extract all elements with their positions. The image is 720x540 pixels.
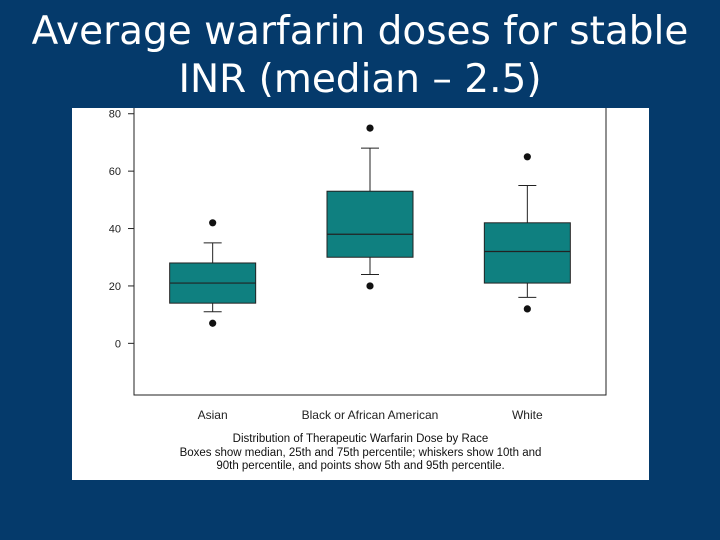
- x-category-label-2: Black or African American: [302, 408, 439, 422]
- plot-frame: [133, 108, 607, 396]
- slide-title: Average warfarin doses for stable INR (m…: [0, 8, 720, 104]
- x-category-label-1: Asian: [198, 408, 228, 422]
- y-tick-label-40: 40: [109, 224, 121, 236]
- y-tick-label-20: 20: [109, 281, 121, 293]
- box-1-p5-point: [209, 319, 217, 327]
- y-tick-label-0: 0: [115, 338, 121, 350]
- box-3-iqr-box: [483, 222, 571, 284]
- caption-line-2: Boxes show median, 25th and 75th percent…: [179, 446, 542, 459]
- box-2-iqr-box: [326, 190, 414, 258]
- chart-panel: 0 20 40 60 80 Asian Black or African American W…: [72, 108, 649, 480]
- chart-caption: Distribution of Therapeutic Warfarin Dos…: [72, 433, 649, 474]
- box-plot-chart: 0 20 40 60 80 Asian Black or African American W…: [109, 108, 607, 422]
- box-1-p95-point: [209, 219, 217, 227]
- box-3-p95-point: [523, 153, 531, 161]
- caption-line-3: 90th percentile, and points show 5th and…: [216, 460, 505, 472]
- y-tick-label-80: 80: [109, 109, 121, 121]
- box-3-p5-point: [523, 305, 531, 313]
- y-tick-label-60: 60: [109, 166, 121, 178]
- box-2-p5-point: [366, 282, 374, 290]
- x-category-label-3: White: [512, 408, 543, 422]
- box-2-p95-point: [366, 124, 374, 132]
- slide-title-line-2: INR (median – 2.5): [178, 57, 542, 102]
- slide-title-line-1: Average warfarin doses for stable: [31, 9, 689, 54]
- caption-line-1: Distribution of Therapeutic Warfarin Dos…: [232, 433, 489, 445]
